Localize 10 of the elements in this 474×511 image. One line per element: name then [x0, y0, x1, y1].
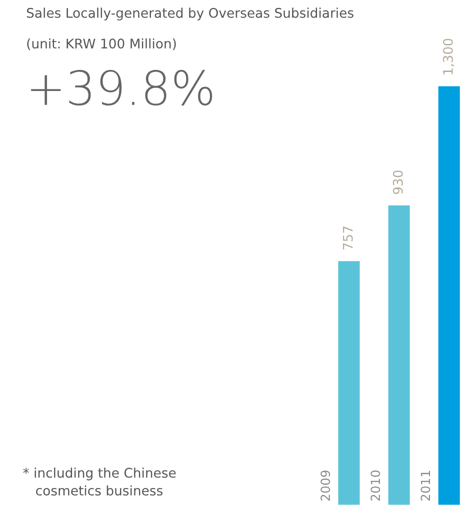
text: Sales Locally-generated by Overseas Subsidiaries — [26, 8, 354, 20]
x-tick-label: 2009 — [320, 470, 330, 501]
data-label: 930 — [392, 170, 403, 194]
data-label: 1,300 — [442, 38, 454, 74]
x-tick-label: 2011 — [420, 470, 430, 501]
data-label: 757 — [343, 226, 353, 250]
text: (unit: KRW 100 Million) — [27, 38, 176, 50]
text: * including the Chinese cosmetics business — [23, 468, 176, 496]
text: +39.8% — [31, 70, 212, 106]
x-tick-label: 2010 — [370, 470, 380, 501]
